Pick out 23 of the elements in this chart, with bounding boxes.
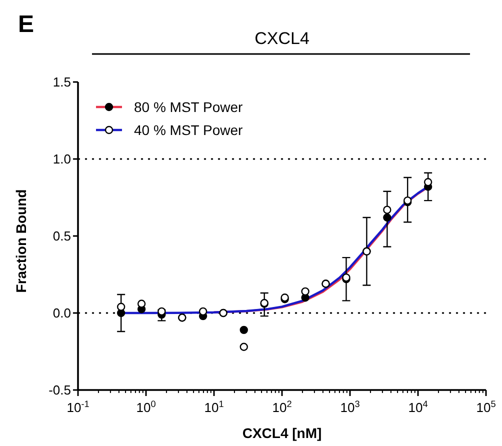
- chart-title: CXCL4: [254, 29, 310, 48]
- point: [137, 300, 146, 308]
- x-tick-label: 10$^{2}$: [272, 399, 292, 415]
- legend-label: 80 % MST Power: [134, 98, 244, 115]
- legend-label: 40 % MST Power: [134, 122, 244, 138]
- y-tick-label: 1.5: [52, 74, 71, 90]
- point: [383, 206, 392, 214]
- y-tick-label: 1.0: [52, 152, 71, 167]
- point: [240, 326, 248, 334]
- x-tick-label: 10$^{5}$: [476, 399, 496, 415]
- x-tick-label: 10$^{0}$: [136, 399, 156, 415]
- text: E: [18, 11, 34, 38]
- y-axis-title: Fraction Bound: [13, 189, 29, 293]
- x-tick-label: 10$^{3}$: [340, 399, 360, 415]
- x-tick-label: 10$^{1}$: [204, 399, 224, 415]
- x-tick-label: 10$^{-1}$: [66, 399, 90, 415]
- point: [240, 342, 248, 351]
- x-tick-label: 10$^{4}$: [408, 399, 428, 415]
- point: [116, 302, 126, 311]
- y-tick-label: 0.0: [52, 306, 71, 321]
- y-tick-label: 0.5: [52, 228, 71, 244]
- x-axis-title: CXCL4 [nM]: [242, 425, 322, 441]
- y-tick-label: -0.5: [48, 382, 71, 398]
